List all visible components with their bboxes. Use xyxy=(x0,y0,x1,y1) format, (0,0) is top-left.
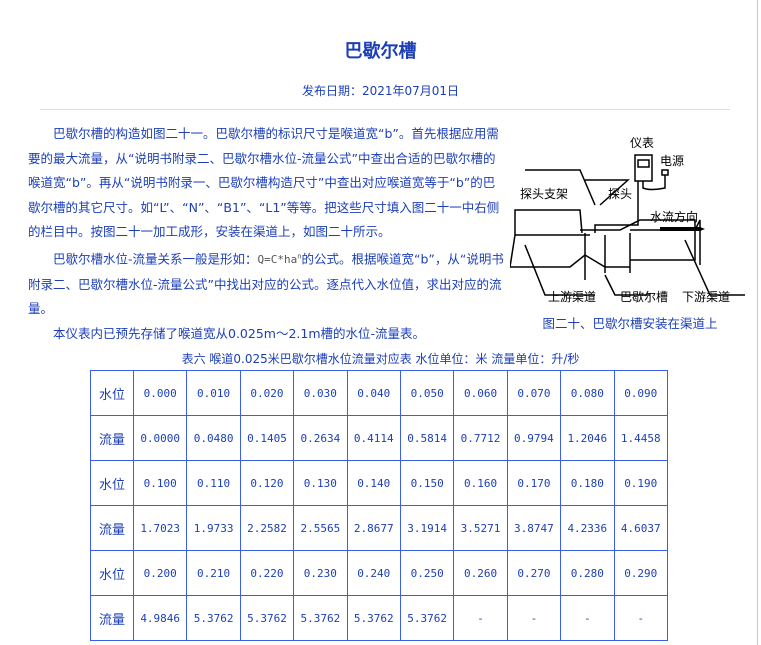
divider xyxy=(40,109,730,110)
table-cell: 0.230 xyxy=(293,550,348,596)
table-cell: 1.2046 xyxy=(560,415,615,461)
table-cell: 0.1405 xyxy=(239,415,295,461)
table-cell: 0.090 xyxy=(613,370,669,416)
text: 的公式。根据喉道宽“b”，从“说明书附录二、巴歇尔槽水位-流量公式”中找出对应的… xyxy=(28,251,504,317)
table-row: 水位 0.100 0.110 0.120 0.130 0.140 0.150 0.160 0.1… xyxy=(90,460,669,506)
table-cell: 0.180 xyxy=(560,460,615,506)
table-cell: 0.7712 xyxy=(453,415,508,461)
table-cell: 0.010 xyxy=(186,370,241,416)
table-cell: 0.240 xyxy=(346,550,401,596)
label-probe-bracket: 探头支架 xyxy=(520,187,568,201)
table-cell: 1.4458 xyxy=(613,415,669,461)
table-cell: 0.5814 xyxy=(399,415,455,461)
table-cell: 3.5271 xyxy=(453,505,508,551)
label-power: 电源 xyxy=(660,154,684,168)
text: 巴歇尔槽水位-流量关系一般是形如： xyxy=(53,251,258,267)
table-cell: 5.3762 xyxy=(399,595,455,641)
table-cell: 0.020 xyxy=(239,370,295,416)
table-cell: 0.210 xyxy=(186,550,241,596)
table-cell: 0.110 xyxy=(186,460,241,506)
level-flow-table: 水位 0.000 0.010 0.020 0.030 0.040 0.050 0.060 0.0… xyxy=(90,370,669,641)
paragraph: 本仪表内已预先存储了喉道宽从0.025m～2.1m槽的水位-流量表。 xyxy=(53,325,426,341)
window-border xyxy=(757,0,758,645)
table-cell: 5.3762 xyxy=(186,595,241,641)
article-body: 巴歇尔槽的构造如图二十一。巴歇尔槽的标识尺寸是喉道宽“b”。首先根据应用需要的最… xyxy=(28,122,506,346)
table-row: 流量 1.7023 1.9733 2.2582 2.5565 2.8677 3.1914 3.… xyxy=(90,505,669,551)
table-cell: - xyxy=(560,595,615,641)
table-cell: 0.200 xyxy=(132,550,188,596)
table-cell: 3.8747 xyxy=(506,505,562,551)
table-cell: 0.060 xyxy=(453,370,508,416)
table-caption: 表六 喉道0.025米巴歇尔槽水位流量对应表 水位单位：米 流量单位：升/秒 xyxy=(181,352,580,366)
table-cell: 0.280 xyxy=(560,550,615,596)
figure-caption: 图二十、巴歇尔槽安装在渠道上 xyxy=(542,316,718,331)
label-downstream: 下游渠道 xyxy=(682,290,730,304)
paragraph: 巴歇尔槽的构造如图二十一。巴歇尔槽的标识尺寸是喉道宽“b”。首先根据应用需要的最… xyxy=(28,126,500,239)
table-cell: 3.1914 xyxy=(399,505,455,551)
table-cell: 0.260 xyxy=(453,550,508,596)
table-cell: 0.000 xyxy=(132,370,188,416)
table-cell: 0.270 xyxy=(506,550,562,596)
table-cell: 0.150 xyxy=(399,460,455,506)
table-row: 水位 0.200 0.210 0.220 0.230 0.240 0.250 0.260 0.2… xyxy=(90,550,669,596)
table-cell: 0.0480 xyxy=(186,415,241,461)
table-cell: 0.130 xyxy=(293,460,348,506)
table-cell: 0.100 xyxy=(132,460,188,506)
page-title: 巴歇尔槽 xyxy=(344,41,417,62)
label-flow-direction: 水流方向 xyxy=(650,209,698,224)
table-cell: 5.3762 xyxy=(293,595,348,641)
table-cell: 0.050 xyxy=(399,370,455,416)
publish-date: 发布日期：2021年07月01日 xyxy=(301,84,460,98)
table-cell: - xyxy=(453,595,508,641)
table-cell: 0.030 xyxy=(293,370,348,416)
table-row: 流量 4.9846 5.3762 5.3762 5.3762 5.3762 5.3762- -… xyxy=(90,595,669,641)
flume-installation-diagram: 仪表 电源 探头支架 探头 水流方向 上游渠道 巴歇尔槽 下游渠道 xyxy=(510,136,745,304)
table-cell: 0.190 xyxy=(613,460,669,506)
label-flume: 巴歇尔槽 xyxy=(620,289,668,304)
table-cell: 2.8677 xyxy=(346,505,401,551)
table-cell: 1.9733 xyxy=(186,505,241,551)
table-row: 水位 0.000 0.010 0.020 0.030 0.040 0.050 0.060 0.0… xyxy=(90,370,669,416)
label-probe: 探头 xyxy=(608,187,632,201)
table-cell: 5.3762 xyxy=(346,595,401,641)
label-upstream: 上游渠道 xyxy=(548,290,596,304)
table-cell: 5.3762 xyxy=(239,595,295,641)
table-cell: - xyxy=(613,595,669,641)
table-cell: 0.070 xyxy=(506,370,562,416)
table-cell: 0.080 xyxy=(560,370,615,416)
table-cell: 0.0000 xyxy=(132,415,188,461)
row-label: 水位 xyxy=(90,370,134,416)
table-cell: 0.250 xyxy=(399,550,455,596)
table-cell: - xyxy=(506,595,562,641)
table-cell: 4.2336 xyxy=(560,505,615,551)
table-cell: 0.2634 xyxy=(293,415,348,461)
label-meter: 仪表 xyxy=(630,136,654,150)
table-row: 流量 0.0000 0.0480 0.1405 0.2634 0.4114 0.5814 0.… xyxy=(90,415,669,461)
formula: Q=C*han xyxy=(257,252,302,267)
row-label: 水位 xyxy=(90,460,134,506)
table-cell: 0.120 xyxy=(239,460,295,506)
table-cell: 1.7023 xyxy=(132,505,188,551)
table-cell: 0.290 xyxy=(613,550,669,596)
table-cell: 4.9846 xyxy=(132,595,188,641)
table-cell: 2.5565 xyxy=(293,505,348,551)
row-label: 流量 xyxy=(90,595,134,641)
row-label: 水位 xyxy=(90,550,134,596)
row-label: 流量 xyxy=(90,505,134,551)
table-cell: 2.2582 xyxy=(239,505,295,551)
paragraph: 巴歇尔槽水位-流量关系一般是形如：Q=C*han的公式。根据喉道宽“b”，从“说… xyxy=(28,245,506,322)
table-cell: 4.6037 xyxy=(613,505,669,551)
table-cell: 0.170 xyxy=(506,460,562,506)
table-cell: 0.220 xyxy=(239,550,295,596)
table-cell: 0.040 xyxy=(346,370,401,416)
table-cell: 0.140 xyxy=(346,460,401,506)
table-cell: 0.4114 xyxy=(346,415,401,461)
row-label: 流量 xyxy=(90,415,134,461)
table-cell: 0.9794 xyxy=(506,415,562,461)
table-cell: 0.160 xyxy=(453,460,508,506)
